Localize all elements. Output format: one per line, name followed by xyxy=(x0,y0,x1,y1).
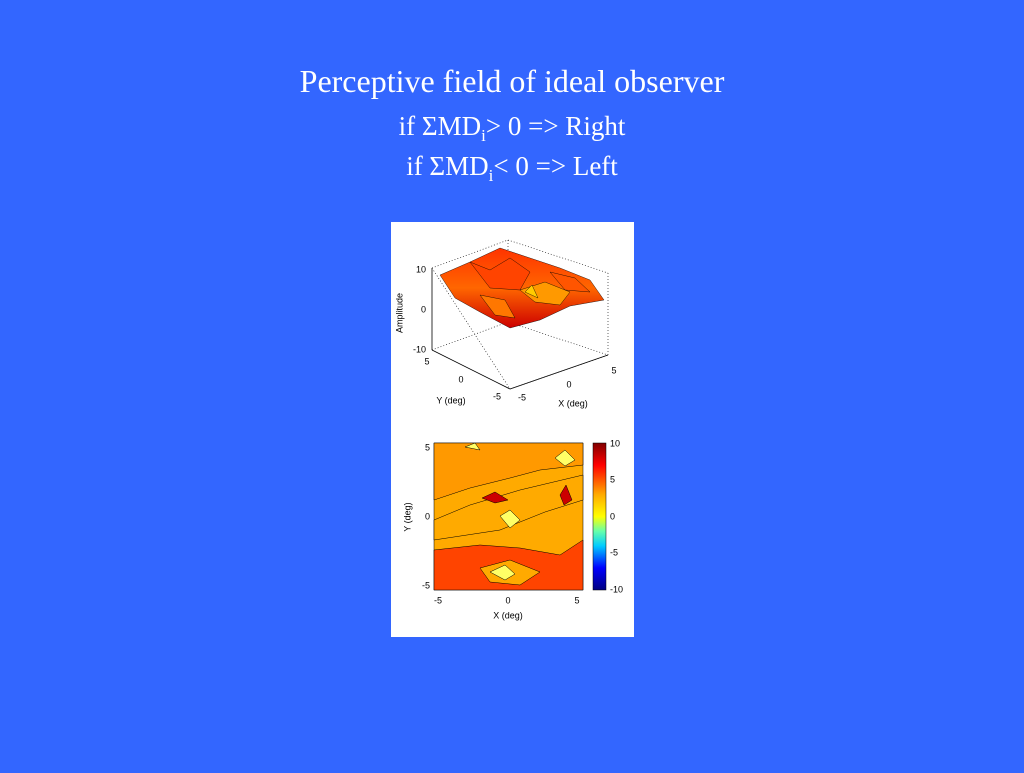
rule-left: if ΣMDi< 0 => Left xyxy=(406,151,618,185)
z-tick-label: 10 xyxy=(416,264,426,274)
x-tick-label: 5 xyxy=(611,365,616,375)
z-axis-label: Amplitude xyxy=(394,293,404,333)
rule-right: if ΣMDi> 0 => Right xyxy=(399,111,626,145)
x-tick-label: -5 xyxy=(434,595,442,605)
contour-map xyxy=(433,442,584,591)
rule-pre: if ΣMD xyxy=(406,151,488,181)
x-tick-label: 0 xyxy=(566,379,571,389)
rule-post: > 0 => Right xyxy=(486,111,626,141)
x-axis-label: X (deg) xyxy=(558,398,588,408)
surface-axes xyxy=(431,268,609,390)
y-tick-label: -5 xyxy=(422,580,430,590)
title: Perceptive field of ideal observer xyxy=(300,63,725,99)
colorbar-tick-label: 10 xyxy=(610,438,620,448)
y-axis-label: Y (deg) xyxy=(402,502,412,531)
colorbar-tick-label: -10 xyxy=(610,584,623,594)
rule-sub: i xyxy=(489,166,494,185)
x-tick-label: -5 xyxy=(518,392,526,402)
x-axis-label: X (deg) xyxy=(493,610,523,620)
colorbar-tick-label: 5 xyxy=(610,474,615,484)
y-tick-label: 5 xyxy=(425,442,430,452)
rule-post: < 0 => Left xyxy=(493,151,618,181)
y-tick-label: 5 xyxy=(424,356,429,366)
colorbar xyxy=(592,442,607,591)
colorbar-tick-label: -5 xyxy=(610,547,618,557)
y-axis-label: Y (deg) xyxy=(436,395,465,405)
colorbar-tick-label: 0 xyxy=(610,511,615,521)
x-tick-label: 5 xyxy=(574,595,579,605)
rule-sub: i xyxy=(481,126,486,145)
y-tick-label: 0 xyxy=(425,511,430,521)
y-tick-label: 0 xyxy=(458,374,463,384)
y-tick-label: -5 xyxy=(493,391,501,401)
figure: 10 0 -10 Amplitude 5 0 -5 Y (deg) -5 0 5… xyxy=(391,222,634,637)
x-tick-label: 0 xyxy=(505,595,510,605)
rule-pre: if ΣMD xyxy=(399,111,481,141)
z-tick-label: 0 xyxy=(421,304,426,314)
surface xyxy=(439,247,605,329)
z-tick-label: -10 xyxy=(413,344,426,354)
